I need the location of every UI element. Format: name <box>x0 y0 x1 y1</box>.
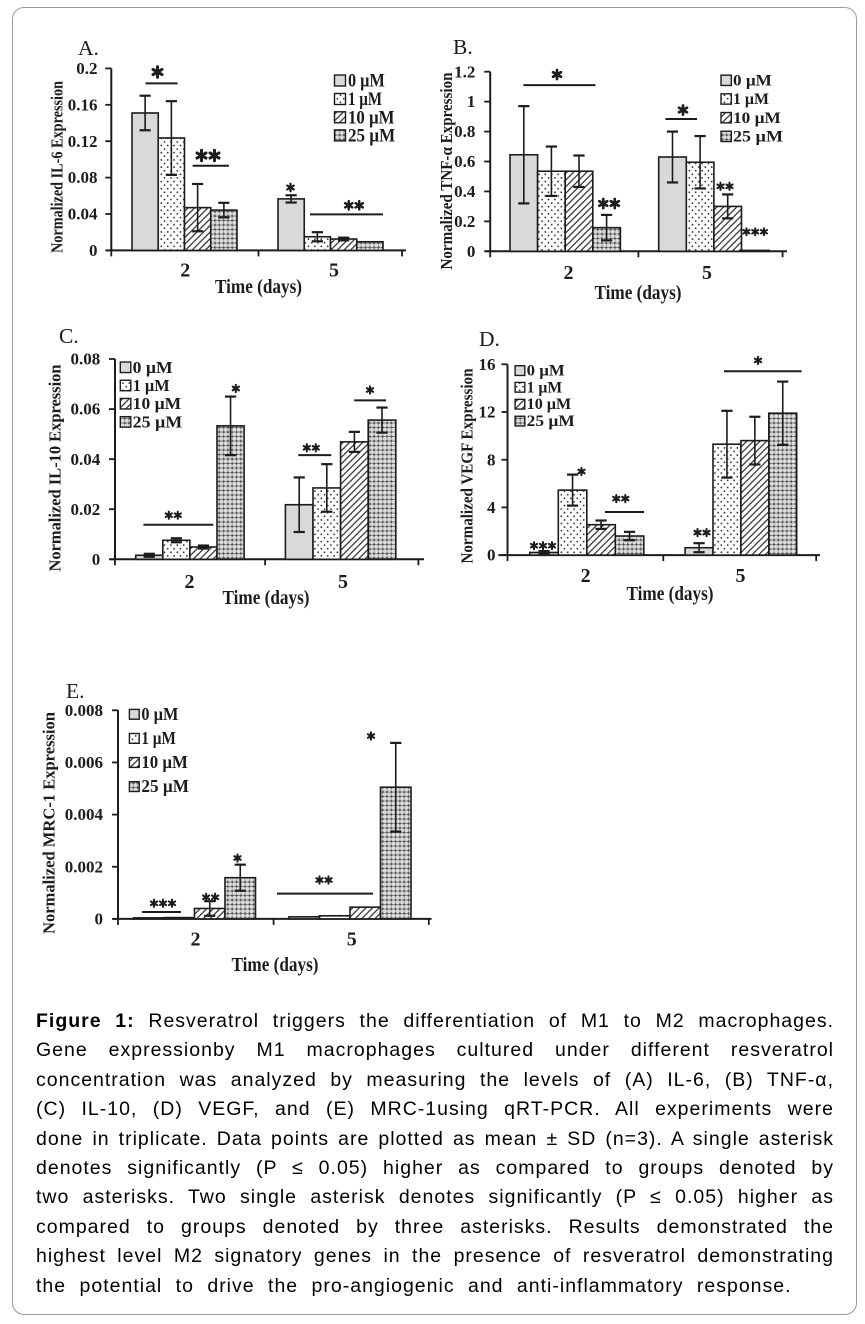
svg-text:0: 0 <box>89 241 98 260</box>
svg-text:0 µM: 0 µM <box>141 704 178 724</box>
svg-text:Normalized TNF-α Expression: Normalized TNF-α Expression <box>437 73 456 270</box>
svg-text:5: 5 <box>329 260 339 282</box>
svg-text:16: 16 <box>479 355 496 374</box>
svg-text:B.: B. <box>453 35 473 59</box>
svg-text:0: 0 <box>92 550 101 569</box>
svg-text:25 µM: 25 µM <box>141 776 189 796</box>
svg-text:0.02: 0.02 <box>71 500 101 519</box>
svg-text:1 µM: 1 µM <box>141 728 176 748</box>
svg-text:0: 0 <box>467 242 476 261</box>
svg-text:0.16: 0.16 <box>68 95 98 114</box>
svg-text:0 µM: 0 µM <box>527 363 565 380</box>
svg-text:1 µM: 1 µM <box>348 90 382 110</box>
svg-text:0: 0 <box>487 546 496 565</box>
svg-text:Time (days): Time (days) <box>223 588 310 609</box>
svg-text:5: 5 <box>347 929 357 951</box>
svg-text:5: 5 <box>702 262 712 284</box>
svg-text:Normalized MRC-1 Expression: Normalized MRC-1 Expression <box>39 712 58 934</box>
svg-text:25 µM: 25 µM <box>348 126 395 146</box>
svg-text:D.: D. <box>479 327 500 351</box>
svg-text:25 µM: 25 µM <box>527 413 575 430</box>
svg-text:10 µM: 10 µM <box>133 394 182 413</box>
svg-text:10 µM: 10 µM <box>141 752 188 772</box>
svg-text:0.008: 0.008 <box>65 701 103 720</box>
svg-text:1.2: 1.2 <box>454 62 475 81</box>
svg-text:0.04: 0.04 <box>71 450 101 469</box>
svg-text:0.004: 0.004 <box>65 805 104 824</box>
svg-text:8: 8 <box>487 450 496 469</box>
svg-text:0 µM: 0 µM <box>733 72 772 89</box>
svg-text:C.: C. <box>59 324 79 348</box>
svg-text:Time (days): Time (days) <box>232 955 319 976</box>
svg-text:10 µM: 10 µM <box>348 108 395 128</box>
svg-text:2: 2 <box>191 929 201 951</box>
svg-text:0.2: 0.2 <box>76 59 97 78</box>
svg-text:10 µM: 10 µM <box>733 110 781 127</box>
svg-text:2: 2 <box>581 565 591 587</box>
svg-text:0.002: 0.002 <box>65 857 103 876</box>
svg-text:Time (days): Time (days) <box>627 584 714 605</box>
svg-text:E.: E. <box>66 679 85 703</box>
svg-text:0.8: 0.8 <box>454 122 475 141</box>
svg-text:4: 4 <box>487 498 496 517</box>
svg-text:25 µM: 25 µM <box>133 412 183 431</box>
svg-text:2: 2 <box>180 260 190 282</box>
svg-text:0.08: 0.08 <box>71 350 101 369</box>
svg-text:10 µM: 10 µM <box>527 396 572 413</box>
svg-text:0: 0 <box>95 910 104 929</box>
svg-text:Time (days): Time (days) <box>595 283 682 304</box>
svg-text:1: 1 <box>467 92 476 111</box>
svg-text:Normalized IL-10 Expression: Normalized IL-10 Expression <box>45 365 64 572</box>
svg-text:0 µM: 0 µM <box>133 358 173 377</box>
svg-text:2: 2 <box>185 571 195 593</box>
svg-text:1 µM: 1 µM <box>133 376 170 395</box>
svg-text:Normalized VEGF Expression: Normalized VEGF Expression <box>457 369 476 564</box>
svg-text:25 µM: 25 µM <box>733 129 783 146</box>
svg-text:0.08: 0.08 <box>68 168 98 187</box>
svg-text:1 µM: 1 µM <box>527 379 563 396</box>
svg-text:0.04: 0.04 <box>68 205 98 224</box>
svg-text:Normalized IL-6 Expression: Normalized IL-6 Expression <box>48 81 67 253</box>
svg-text:0.006: 0.006 <box>65 753 103 772</box>
svg-text:0.6: 0.6 <box>454 152 475 171</box>
svg-text:0.06: 0.06 <box>71 400 101 419</box>
svg-text:12: 12 <box>479 403 496 422</box>
svg-text:A.: A. <box>78 36 99 60</box>
svg-text:2: 2 <box>564 262 574 284</box>
svg-text:5: 5 <box>338 571 348 593</box>
svg-text:0.12: 0.12 <box>68 132 98 151</box>
svg-text:1 µM: 1 µM <box>733 91 769 108</box>
svg-text:0 µM: 0 µM <box>348 71 385 91</box>
svg-text:0.4: 0.4 <box>454 182 476 201</box>
svg-text:Time (days): Time (days) <box>215 277 302 298</box>
svg-text:5: 5 <box>736 565 746 587</box>
svg-text:0.2: 0.2 <box>454 212 475 231</box>
